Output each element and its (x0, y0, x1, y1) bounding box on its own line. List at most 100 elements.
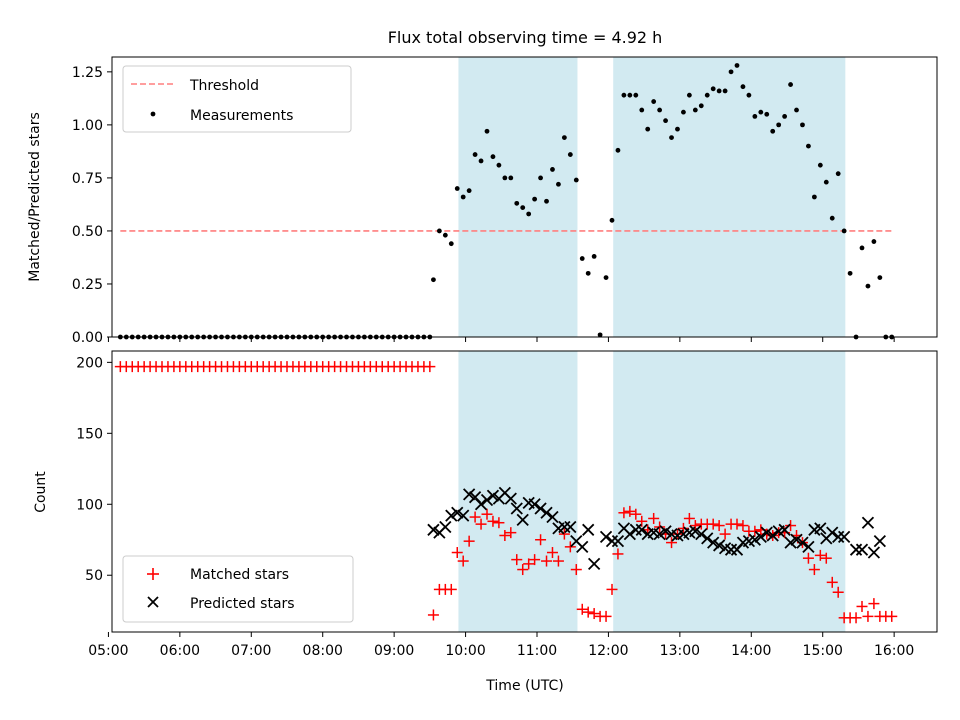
y-tick-label: 1.00 (72, 118, 103, 134)
measurement-point (722, 88, 728, 94)
count-marks (114, 361, 898, 624)
observing-intervals-bottom (458, 351, 846, 632)
matched-star-point (737, 520, 749, 532)
matched-star-point (517, 564, 529, 576)
predicted-star-point (838, 530, 851, 544)
predicted-star-point (754, 530, 767, 544)
predicted-star-point (463, 488, 476, 501)
measurement-point (639, 107, 645, 113)
predicted-star-point (474, 498, 488, 511)
ratio-legend-box (122, 65, 352, 133)
measurement-point (788, 82, 793, 87)
matched-star-point (624, 505, 636, 517)
matched-star-point (558, 528, 570, 540)
predicted-star-point (528, 498, 541, 511)
measurement-point (704, 92, 710, 98)
predicted-star-point (635, 523, 648, 536)
y-tick-label: 0.75 (72, 171, 103, 187)
measurement-point (496, 162, 502, 168)
matched-star-point (523, 558, 535, 570)
matched-star-point (719, 528, 731, 540)
predicted-star-point (605, 535, 619, 548)
measurement-point (556, 181, 561, 187)
x-tick-label: 10:00 (445, 643, 485, 659)
predicted-star-point (445, 509, 458, 522)
predicted-star-point (832, 530, 845, 544)
measurement-point (710, 86, 716, 92)
predicted-star-point (855, 543, 869, 556)
predicted-star-point (873, 535, 886, 548)
y-tick-label: 200 (76, 355, 103, 371)
matched-star-point (886, 610, 898, 622)
measurement-point (645, 126, 651, 132)
measurement-point (603, 275, 609, 281)
matched-star-point (802, 552, 814, 564)
measurement-point (591, 253, 597, 259)
measurement-point (794, 107, 799, 113)
measurement-point (746, 92, 752, 98)
y-tick-label: 0.50 (72, 224, 103, 240)
predicted-star-point (695, 527, 708, 541)
matched-star-point (785, 520, 797, 532)
ratio-legend: Threshold Measurements (122, 65, 352, 133)
x-tick-label: 09:00 (374, 643, 414, 659)
matched-star-point (481, 508, 493, 520)
observing-interval-1 (458, 57, 578, 337)
measurement-point (585, 270, 591, 276)
matched-star-point (820, 552, 832, 564)
matched-legend-swatch (147, 568, 159, 580)
measurement-point (609, 217, 615, 223)
matched-star-point (552, 555, 564, 567)
matched-star-point (654, 521, 666, 533)
predicted-star-point (540, 506, 553, 519)
measurement-point (490, 154, 496, 160)
x-tick-label: 12:00 (588, 643, 628, 659)
predicted-star-point (802, 540, 815, 553)
matched-star-point (600, 610, 612, 622)
measurement-point (615, 147, 621, 153)
predicted-legend-label: Predicted stars (190, 596, 295, 612)
x-tick-label: 06:00 (160, 643, 200, 659)
predicted-star-point (582, 523, 595, 536)
x-tick-label: 14:00 (731, 643, 771, 659)
predicted-star-point (564, 520, 577, 534)
measurement-point (657, 107, 663, 113)
predicted-star-point (486, 489, 500, 502)
matched-star-point (505, 527, 517, 539)
matched-star-point (427, 609, 439, 621)
measurement-point (597, 332, 603, 338)
measurement-point (734, 63, 740, 68)
predicted-star-point (689, 525, 702, 538)
measurement-point (544, 198, 549, 204)
measurement-point (782, 113, 788, 119)
predicted-star-point (611, 535, 625, 548)
measurement-point (728, 69, 734, 75)
measurement-point (669, 135, 674, 141)
ratio-marks (117, 63, 895, 340)
y-tick-label: 0.00 (72, 330, 103, 346)
measurement-point (484, 128, 490, 134)
measurement-point (448, 241, 454, 247)
measurement-point (520, 205, 526, 211)
predicted-star-point (707, 536, 720, 549)
predicted-star-point (588, 557, 601, 571)
matched-star-point (868, 598, 880, 610)
measurement-point (550, 167, 555, 172)
measurement-point (472, 152, 478, 157)
x-tick-label: 07:00 (231, 643, 271, 659)
y-tick-label: 100 (76, 497, 103, 513)
matched-star-point (487, 515, 499, 527)
predicted-star-point (814, 522, 827, 535)
predicted-star-point (510, 502, 523, 515)
matched-star-point (445, 583, 457, 595)
predicted-star-point (748, 533, 761, 546)
matched-star-point (862, 610, 874, 622)
measurement-point (681, 109, 686, 115)
measurement-point (841, 228, 847, 234)
matched-star-point (424, 361, 436, 373)
predicted-star-point (439, 520, 452, 534)
measurement-point (806, 143, 811, 149)
predicted-star-point (534, 502, 547, 515)
measurement-point (686, 92, 692, 98)
measurement-point (877, 275, 883, 281)
